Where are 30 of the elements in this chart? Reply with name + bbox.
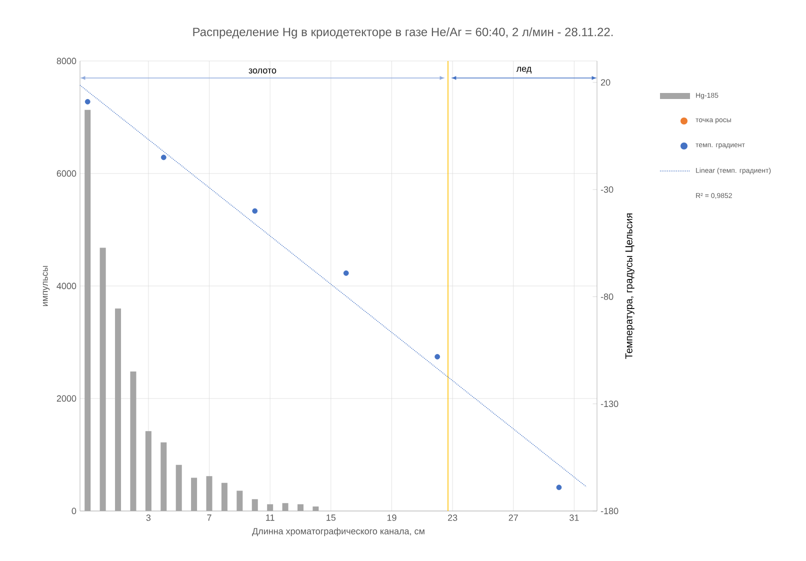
x-tick-label: 7: [207, 514, 212, 521]
y2-tick-label: -130: [600, 400, 618, 408]
y2-tick-label: 20: [600, 79, 610, 86]
annotation: золото: [248, 68, 276, 74]
point: [434, 354, 440, 360]
y2-tick-label: -30: [600, 186, 614, 193]
y-tick-label: 0: [72, 508, 76, 514]
annotation: лед: [516, 66, 532, 74]
y-tick-label: 8000: [56, 58, 76, 64]
x-tick-label: 23: [448, 514, 458, 521]
y-tick-label: 6000: [56, 170, 76, 177]
y2-tick-label: -80: [600, 294, 614, 300]
x-tick-label: 11: [266, 514, 274, 521]
point: [556, 484, 562, 490]
point: [252, 208, 258, 214]
point: [343, 270, 349, 276]
chart-title: Распределение Hg в криодетекторе в газе He/Ar = 60:40, 2 л/мин - 28.11.22.: [193, 27, 613, 39]
y-axis-title: импульсы: [42, 266, 50, 306]
point: [84, 99, 90, 104]
point: [160, 154, 166, 160]
y-tick-label: 4000: [56, 282, 76, 290]
x-tick-label: 31: [570, 514, 579, 521]
x-axis-title: Длинна хроматографического канала, см: [252, 528, 424, 536]
x-tick-label: 3: [146, 514, 151, 521]
x-tick-label: 19: [387, 514, 396, 521]
x-tick-label: 27: [508, 514, 518, 521]
y2-axis-title: Температура, градусы Цельсия: [625, 214, 634, 359]
y2-tick-label: -180: [600, 508, 618, 514]
x-tick-label: 15: [326, 514, 336, 521]
y-tick-label: 2000: [56, 395, 76, 402]
